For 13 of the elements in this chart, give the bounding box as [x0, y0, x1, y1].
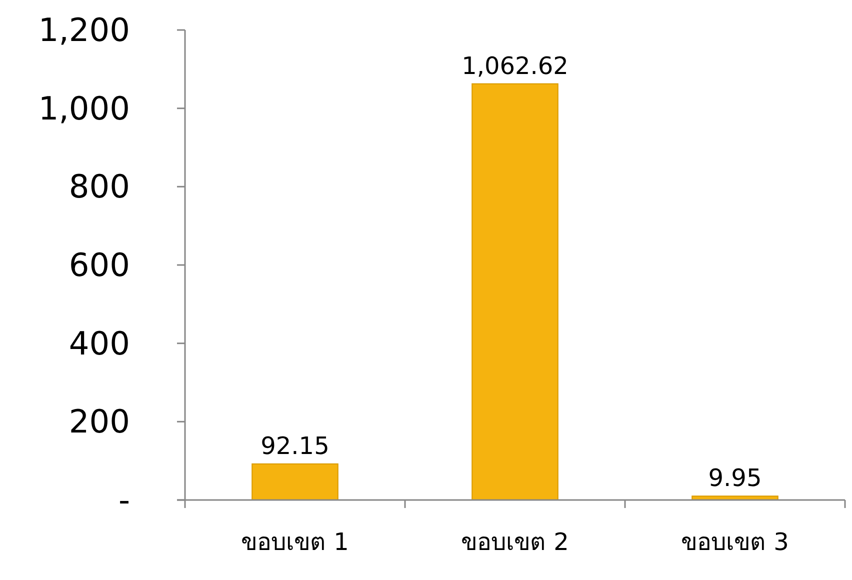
y-tick-label: 600	[68, 246, 130, 284]
x-tick-label: ขอบเขต 3	[681, 528, 789, 556]
data-label: 1,062.62	[462, 52, 568, 80]
x-tick-label: ขอบเขต 1	[241, 528, 349, 556]
y-tick-label: 1,000	[38, 89, 130, 128]
y-tick-label: 800	[68, 168, 130, 206]
y-tick-label: 200	[68, 402, 130, 441]
y-tick-label: 1,200	[38, 11, 130, 49]
data-label: 9.95	[708, 464, 762, 492]
y-tick-label: -	[118, 481, 130, 519]
data-label: 92.15	[260, 432, 330, 460]
x-tick-label: ขอบเขต 2	[461, 528, 569, 556]
y-tick-label: 400	[68, 324, 130, 362]
